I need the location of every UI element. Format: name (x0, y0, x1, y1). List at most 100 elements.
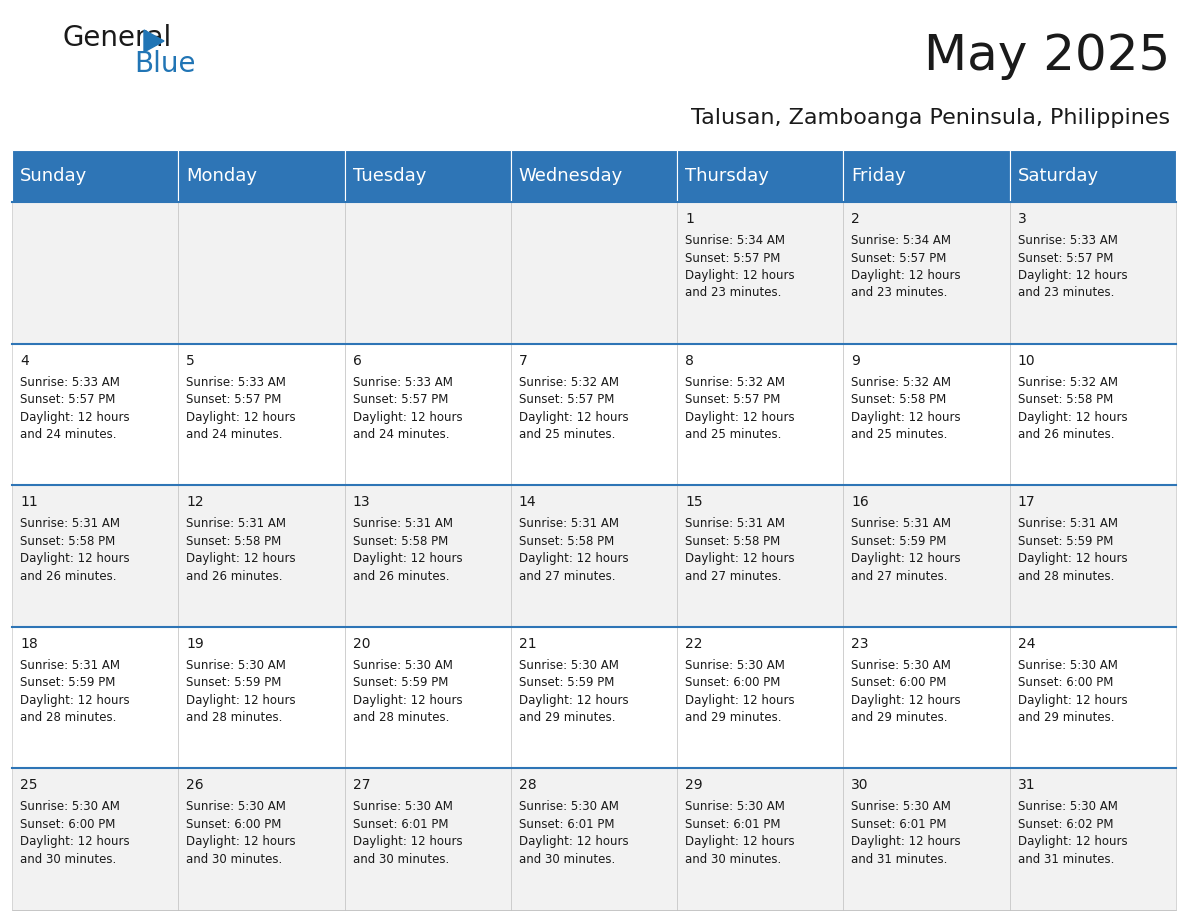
Text: Sunday: Sunday (20, 167, 87, 185)
Text: Daylight: 12 hours: Daylight: 12 hours (353, 835, 462, 848)
Bar (345, 202, 511, 343)
Text: Sunset: 5:58 PM: Sunset: 5:58 PM (519, 534, 614, 548)
Text: Daylight: 12 hours: Daylight: 12 hours (353, 553, 462, 565)
Text: Sunset: 6:01 PM: Sunset: 6:01 PM (852, 818, 947, 831)
Text: Sunrise: 5:33 AM: Sunrise: 5:33 AM (187, 375, 286, 388)
Text: and 23 minutes.: and 23 minutes. (685, 286, 782, 299)
Text: Sunrise: 5:30 AM: Sunrise: 5:30 AM (685, 659, 785, 672)
Text: Sunset: 5:57 PM: Sunset: 5:57 PM (519, 393, 614, 406)
Text: Sunrise: 5:30 AM: Sunrise: 5:30 AM (852, 800, 952, 813)
Bar (677, 768, 843, 910)
Text: Sunset: 6:00 PM: Sunset: 6:00 PM (852, 677, 947, 689)
Text: Sunset: 5:57 PM: Sunset: 5:57 PM (685, 393, 781, 406)
Text: Sunrise: 5:30 AM: Sunrise: 5:30 AM (187, 800, 286, 813)
Text: 26: 26 (187, 778, 204, 792)
Text: Sunrise: 5:32 AM: Sunrise: 5:32 AM (1018, 375, 1118, 388)
Text: and 29 minutes.: and 29 minutes. (685, 711, 782, 724)
Text: Sunset: 5:57 PM: Sunset: 5:57 PM (20, 393, 115, 406)
Text: Sunrise: 5:30 AM: Sunrise: 5:30 AM (353, 800, 453, 813)
Bar (12, 627, 178, 768)
Text: May 2025: May 2025 (924, 32, 1170, 80)
Text: 23: 23 (852, 637, 868, 651)
Text: 11: 11 (20, 495, 38, 509)
Text: Sunrise: 5:30 AM: Sunrise: 5:30 AM (20, 800, 120, 813)
Text: Daylight: 12 hours: Daylight: 12 hours (1018, 694, 1127, 707)
Bar (511, 768, 677, 910)
Text: Sunset: 5:59 PM: Sunset: 5:59 PM (187, 677, 282, 689)
Text: Daylight: 12 hours: Daylight: 12 hours (519, 410, 628, 423)
Bar (1010, 627, 1176, 768)
Text: and 26 minutes.: and 26 minutes. (187, 570, 283, 583)
Text: Daylight: 12 hours: Daylight: 12 hours (519, 835, 628, 848)
Text: and 25 minutes.: and 25 minutes. (519, 428, 615, 442)
Text: Sunset: 5:57 PM: Sunset: 5:57 PM (852, 252, 947, 264)
Bar (677, 343, 843, 486)
Text: Thursday: Thursday (685, 167, 769, 185)
Bar (677, 486, 843, 627)
Text: Talusan, Zamboanga Peninsula, Philippines: Talusan, Zamboanga Peninsula, Philippine… (691, 108, 1170, 128)
Text: Daylight: 12 hours: Daylight: 12 hours (20, 835, 129, 848)
Bar (345, 486, 511, 627)
Bar (1010, 768, 1176, 910)
Text: 21: 21 (519, 637, 537, 651)
Bar (677, 627, 843, 768)
Bar (843, 202, 1010, 343)
Text: and 30 minutes.: and 30 minutes. (519, 853, 615, 866)
Text: Sunset: 6:00 PM: Sunset: 6:00 PM (20, 818, 115, 831)
Text: Sunset: 6:01 PM: Sunset: 6:01 PM (353, 818, 448, 831)
Text: Sunrise: 5:33 AM: Sunrise: 5:33 AM (1018, 234, 1118, 247)
Text: 17: 17 (1018, 495, 1035, 509)
Text: 22: 22 (685, 637, 702, 651)
Text: and 26 minutes.: and 26 minutes. (20, 570, 116, 583)
Bar (511, 202, 677, 343)
Text: and 27 minutes.: and 27 minutes. (685, 570, 782, 583)
Text: and 26 minutes.: and 26 minutes. (353, 570, 449, 583)
Bar (345, 768, 511, 910)
Text: Daylight: 12 hours: Daylight: 12 hours (20, 694, 129, 707)
Text: 8: 8 (685, 353, 694, 367)
Bar (843, 150, 1010, 202)
Text: Blue: Blue (134, 50, 196, 78)
Text: 3: 3 (1018, 212, 1026, 226)
Bar (843, 768, 1010, 910)
Text: Sunrise: 5:34 AM: Sunrise: 5:34 AM (685, 234, 785, 247)
Text: Sunset: 5:57 PM: Sunset: 5:57 PM (187, 393, 282, 406)
Text: 18: 18 (20, 637, 38, 651)
Bar (1010, 486, 1176, 627)
Text: Friday: Friday (852, 167, 906, 185)
Text: and 30 minutes.: and 30 minutes. (187, 853, 283, 866)
Text: Monday: Monday (187, 167, 258, 185)
Text: 4: 4 (20, 353, 29, 367)
Text: Sunset: 5:57 PM: Sunset: 5:57 PM (685, 252, 781, 264)
Text: and 29 minutes.: and 29 minutes. (852, 711, 948, 724)
Text: Sunrise: 5:30 AM: Sunrise: 5:30 AM (1018, 800, 1118, 813)
Text: Daylight: 12 hours: Daylight: 12 hours (685, 410, 795, 423)
Text: Sunrise: 5:32 AM: Sunrise: 5:32 AM (852, 375, 952, 388)
Text: 14: 14 (519, 495, 537, 509)
Text: Tuesday: Tuesday (353, 167, 426, 185)
Text: Daylight: 12 hours: Daylight: 12 hours (852, 410, 961, 423)
Text: and 28 minutes.: and 28 minutes. (20, 711, 116, 724)
Text: Daylight: 12 hours: Daylight: 12 hours (1018, 553, 1127, 565)
Bar (843, 343, 1010, 486)
Text: and 28 minutes.: and 28 minutes. (1018, 570, 1114, 583)
Bar (843, 486, 1010, 627)
Bar (12, 150, 178, 202)
Text: Sunset: 5:58 PM: Sunset: 5:58 PM (187, 534, 282, 548)
Text: Daylight: 12 hours: Daylight: 12 hours (519, 553, 628, 565)
Text: Sunrise: 5:30 AM: Sunrise: 5:30 AM (187, 659, 286, 672)
Text: Sunrise: 5:30 AM: Sunrise: 5:30 AM (519, 659, 619, 672)
Text: Sunrise: 5:33 AM: Sunrise: 5:33 AM (20, 375, 120, 388)
Text: Daylight: 12 hours: Daylight: 12 hours (187, 553, 296, 565)
Text: Daylight: 12 hours: Daylight: 12 hours (685, 694, 795, 707)
Bar (1010, 150, 1176, 202)
Text: Wednesday: Wednesday (519, 167, 624, 185)
Text: Daylight: 12 hours: Daylight: 12 hours (187, 410, 296, 423)
Text: Sunset: 5:57 PM: Sunset: 5:57 PM (1018, 252, 1113, 264)
Text: Daylight: 12 hours: Daylight: 12 hours (1018, 269, 1127, 282)
Bar (511, 627, 677, 768)
Text: Daylight: 12 hours: Daylight: 12 hours (353, 694, 462, 707)
Text: Sunset: 5:59 PM: Sunset: 5:59 PM (20, 677, 115, 689)
Text: 27: 27 (353, 778, 371, 792)
Bar (1010, 343, 1176, 486)
